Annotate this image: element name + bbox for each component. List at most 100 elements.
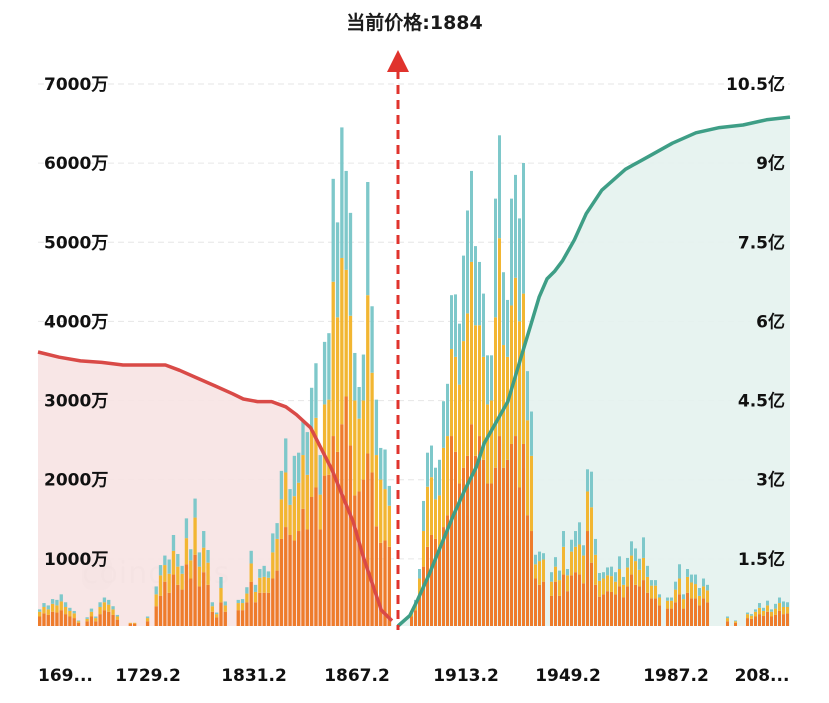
bid-bar-segment-top: [271, 533, 275, 553]
ask-bar-segment-bottom: [574, 572, 577, 626]
ask-bar-segment-bottom: [582, 583, 585, 626]
ask-bar-segment-middle: [610, 576, 613, 592]
bid-bar-segment-bottom: [102, 610, 107, 626]
ask-bar-segment-middle: [542, 559, 545, 582]
bid-bar-segment-top: [59, 594, 63, 602]
ask-bar-segment-bottom: [470, 424, 473, 626]
current-price-arrow-icon: [387, 50, 409, 72]
bid-bar-segment-top: [145, 616, 150, 619]
y-right-tick-label: 7.5亿: [738, 232, 785, 253]
ask-bar-segment-bottom: [702, 598, 705, 626]
ask-bar-segment-top: [774, 603, 777, 609]
ask-bar-segment-middle: [638, 569, 641, 587]
ask-bar-segment-middle: [522, 293, 525, 444]
bid-bar-segment-middle: [59, 601, 63, 611]
bid-bar-segment-bottom: [340, 424, 344, 626]
ask-bar-segment-top: [466, 210, 469, 314]
ask-bar-segment-bottom: [434, 538, 437, 626]
ask-bar-segment-top: [626, 557, 629, 568]
bid-bar-segment-top: [163, 555, 167, 566]
bid-bar-segment-middle: [89, 611, 94, 617]
ask-bar-segment-bottom: [686, 592, 689, 626]
bid-bar-segment-bottom: [163, 581, 167, 626]
bid-bar-segment-middle: [202, 547, 206, 573]
bid-bar-segment-bottom: [223, 611, 227, 626]
ask-bar-segment-middle: [578, 544, 581, 575]
ask-bar-segment-middle: [646, 576, 649, 593]
ask-bar-segment-middle: [442, 447, 445, 528]
bid-bar-segment-bottom: [128, 623, 132, 626]
bid-bar-segment-top: [374, 399, 379, 456]
ask-bar-segment-middle: [530, 455, 533, 532]
ask-bar-segment-bottom: [462, 467, 465, 626]
bid-bar-segment-top: [236, 599, 240, 604]
ask-bar-segment-bottom: [458, 483, 461, 626]
y-right-tick-label: 6亿: [756, 311, 785, 332]
ask-bar-segment-top: [782, 601, 785, 608]
bid-bar-segment-middle: [210, 606, 214, 612]
ask-bar-segment-top: [514, 174, 517, 278]
x-tick-label: 1729.2: [115, 666, 181, 686]
bid-bar-segment-top: [63, 602, 68, 608]
bid-bar-segment-middle: [50, 603, 55, 612]
bid-bar-segment-top: [258, 569, 262, 578]
bid-bar-segment-top: [331, 178, 335, 282]
ask-bar-segment-top: [698, 588, 701, 596]
bid-bar-segment-middle: [145, 618, 150, 622]
bid-bar-segment-middle: [331, 281, 335, 437]
ask-bar-segment-middle: [654, 585, 657, 599]
bid-bar-segment-middle: [163, 565, 167, 582]
ask-bar-segment-bottom: [578, 574, 581, 626]
ask-bar-segment-top: [574, 531, 577, 547]
ask-bar-segment-top: [650, 580, 653, 586]
ask-bar-segment-middle: [606, 575, 609, 592]
ask-bar-segment-top: [458, 323, 461, 385]
ask-bar-segment-top: [558, 570, 561, 581]
ask-bar-segment-top: [426, 452, 429, 487]
ask-bar-segment-bottom: [466, 455, 469, 626]
bid-bar-segment-bottom: [366, 453, 370, 626]
bid-bar-segment-middle: [215, 614, 219, 618]
bid-bar-segment-bottom: [215, 617, 219, 626]
bid-bar-segment-bottom: [55, 612, 59, 626]
bid-bar-segment-middle: [102, 602, 107, 611]
ask-bar-segment-middle: [426, 486, 429, 547]
bid-bar-segment-bottom: [167, 592, 171, 626]
ask-bar-segment-bottom: [782, 614, 785, 626]
ask-bar-segment-bottom: [646, 592, 649, 626]
ask-bar-segment-middle: [602, 578, 605, 595]
bid-bar-segment-middle: [206, 562, 210, 585]
bid-bar-segment-top: [89, 608, 94, 612]
ask-bar-segment-bottom: [550, 595, 553, 626]
bid-bar-segment-middle: [132, 622, 137, 624]
bid-bar-segment-bottom: [132, 623, 137, 626]
ask-bar-segment-top: [566, 569, 569, 576]
bid-bar-segment-top: [189, 549, 193, 561]
current-price-marker: [387, 50, 409, 630]
bid-bar-segment-middle: [154, 594, 158, 607]
bid-bar-segment-middle: [379, 479, 383, 543]
bid-bar-segment-middle: [184, 538, 189, 565]
bid-bar-segment-middle: [353, 400, 357, 496]
ask-bar-segment-top: [586, 469, 589, 492]
bid-bar-segment-bottom: [353, 495, 357, 626]
ask-bar-segment-middle: [514, 277, 517, 437]
bid-bar-segment-bottom: [210, 611, 214, 626]
ask-bar-segment-bottom: [554, 581, 557, 626]
bid-bar-segment-middle: [98, 607, 102, 615]
ask-bar-segment-bottom: [474, 455, 477, 626]
bid-bar-segment-bottom: [236, 610, 240, 626]
bid-bar-segment-bottom: [266, 592, 271, 626]
ask-bar-segment-middle: [626, 567, 629, 587]
bid-bar-segment-middle: [193, 517, 197, 555]
bid-bar-segment-middle: [197, 566, 202, 587]
bid-bar-segment-top: [42, 603, 46, 608]
bid-bar-segment-middle: [318, 494, 322, 530]
ask-bar-segment-bottom: [566, 591, 569, 626]
bid-bar-segment-top: [357, 386, 361, 419]
ask-bar-segment-top: [686, 569, 689, 577]
ask-bar-segment-top: [642, 537, 645, 558]
ask-bar-segment-top: [494, 198, 497, 318]
ask-bar-segment-middle: [466, 313, 469, 456]
bid-bar-segment-middle: [253, 591, 258, 603]
